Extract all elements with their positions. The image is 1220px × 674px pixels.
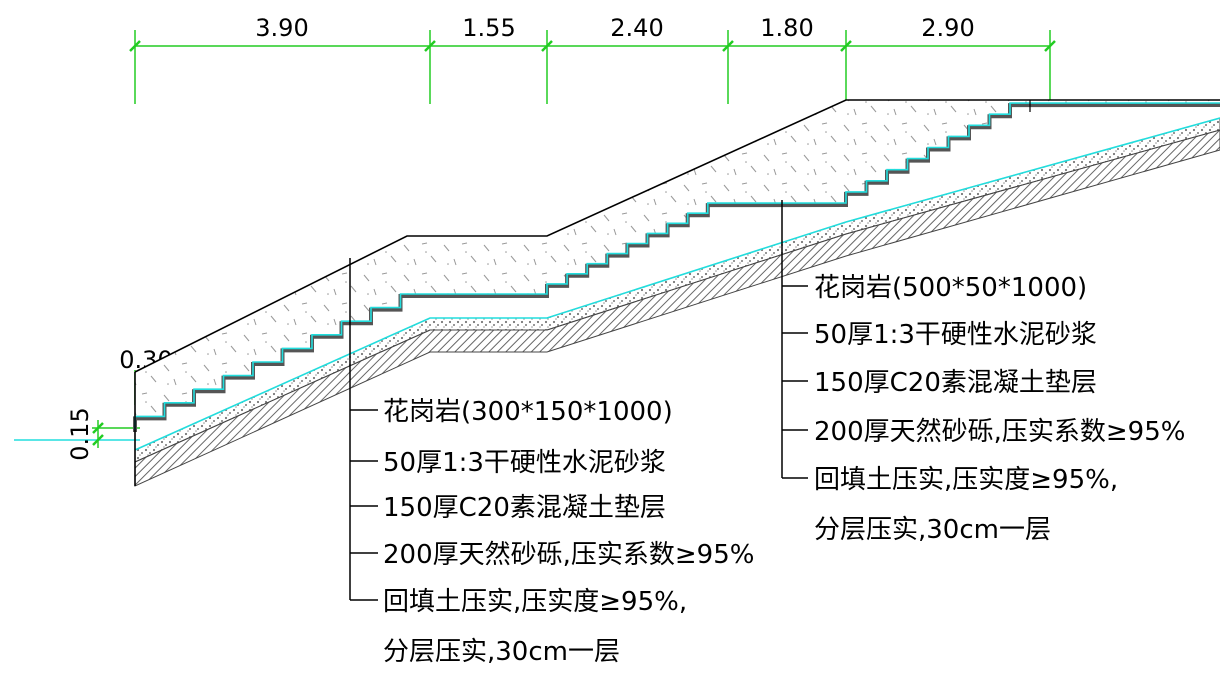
callout-left-line-3: 150厚C20素混凝土垫层 xyxy=(383,493,666,523)
callout-left-line-1: 花岗岩(300*150*1000) xyxy=(383,397,673,427)
step-riser-label: 0.15 xyxy=(66,407,94,460)
callout-right-line-3: 150厚C20素混凝土垫层 xyxy=(814,368,1097,398)
callout-left-line-6: 分层压实,30cm一层 xyxy=(383,637,620,667)
finish-line xyxy=(134,102,1220,430)
top-dimension-line xyxy=(129,30,1056,104)
finish-line xyxy=(134,117,1220,451)
callout-right-line-4: 200厚天然砂砾,压实系数≥95% xyxy=(814,417,1185,447)
callout-leader-right xyxy=(781,200,808,479)
dimension-label: 2.40 xyxy=(610,14,663,42)
dimension-label: 2.90 xyxy=(921,14,974,42)
callout-right-line-2: 50厚1:3干硬性水泥砂浆 xyxy=(814,320,1097,350)
callout-right-line-6: 分层压实,30cm一层 xyxy=(814,515,1051,545)
slope-outline xyxy=(134,99,1220,373)
dimension-label: 1.80 xyxy=(760,14,813,42)
callout-left-line-4: 200厚天然砂砾,压实系数≥95% xyxy=(383,540,754,570)
dimension-label: 3.90 xyxy=(255,14,308,42)
callout-left-line-5: 回填土压实,压实度≥95%, xyxy=(383,587,687,617)
slope-section xyxy=(133,99,1220,487)
dimension-label: 1.55 xyxy=(462,14,515,42)
concrete-fill xyxy=(135,100,1220,432)
callout-leader-left xyxy=(349,258,378,601)
callout-right-line-5: 回填土压实,压实度≥95%, xyxy=(814,465,1118,495)
callout-left-line-2: 50厚1:3干硬性水泥砂浆 xyxy=(383,448,666,478)
compacted-soil-layer xyxy=(134,129,1220,487)
callout-right-line-1: 花岗岩(500*50*1000) xyxy=(814,273,1087,303)
